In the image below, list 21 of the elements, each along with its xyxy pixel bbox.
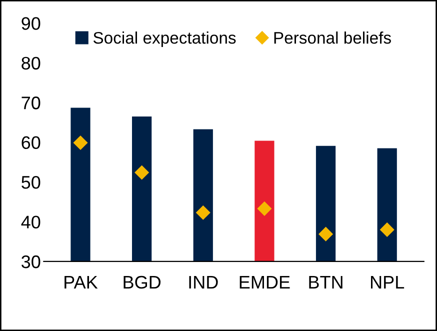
- y-tick-label: 80: [22, 56, 40, 70]
- point: [134, 165, 150, 180]
- y-tick-label: 50: [22, 176, 40, 189]
- y-tick-label: 90: [22, 17, 40, 30]
- point: [257, 201, 272, 216]
- y-tick-label: 70: [22, 96, 40, 110]
- x-tick-label: PAK: [64, 276, 98, 288]
- y-tick-label: 60: [22, 136, 40, 150]
- x-tick-label: BGD: [124, 276, 161, 289]
- point: [196, 205, 210, 220]
- x-tick-label: NPL: [371, 276, 404, 288]
- point: [318, 226, 334, 242]
- point: [73, 135, 88, 150]
- x-tick-label: EMDE: [240, 276, 290, 288]
- x-tick-label: IND: [189, 276, 218, 288]
- y-tick-label: 40: [21, 216, 40, 228]
- x-tick-label: BTN: [309, 276, 342, 288]
- legend-label: Social expectations: [93, 32, 236, 48]
- legend-label: Personal beliefs: [274, 32, 391, 44]
- y-tick-label: 30: [22, 255, 40, 268]
- point: [380, 222, 394, 237]
